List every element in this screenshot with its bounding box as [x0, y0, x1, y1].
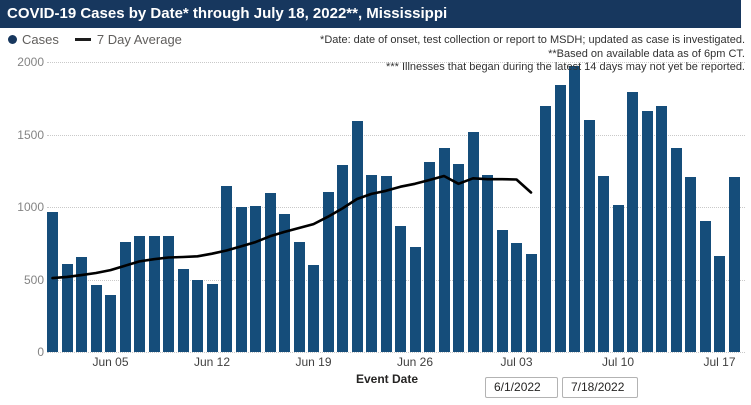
y-axis-tick-1500: 1500 [17, 127, 44, 142]
x-axis-tick-jun-19: Jun 19 [295, 355, 332, 369]
x-axis-tick-jun-12: Jun 12 [193, 355, 231, 369]
x-axis-tick-jul-03: Jul 03 [500, 355, 533, 369]
bar-jul-1[interactable] [482, 175, 493, 352]
y-axis-tick-2000: 2000 [17, 55, 44, 69]
bar-jul-8[interactable] [583, 120, 595, 352]
gridline-1000 [47, 207, 745, 208]
bar-jun-7[interactable] [134, 236, 145, 352]
bar-jun-11[interactable] [192, 279, 203, 352]
bar-jun-24[interactable] [380, 175, 392, 352]
bar-jun-3[interactable] [76, 257, 87, 352]
x-axis-tick-jun-05: Jun 05 [92, 355, 129, 369]
legend-avg-label: 7 Day Average [96, 32, 182, 47]
gridline-0 [47, 352, 745, 353]
bar-jun-28[interactable] [438, 148, 450, 352]
footnote-reporting-lag: *** Illnesses that began during the late… [386, 61, 745, 73]
y-axis-tick-1000: 1000 [17, 200, 44, 214]
bar-jul-2[interactable] [496, 230, 508, 352]
footnote-data-asof: **Based on available data as of 6pm CT. [548, 47, 745, 60]
start-date-input[interactable]: 6/1/2022 [485, 377, 558, 398]
bar-jul-11[interactable] [627, 91, 638, 352]
x-axis-tick-jun-26: Jun 26 [396, 355, 434, 369]
bar-jun-12[interactable] [206, 283, 218, 352]
bar-jun-2[interactable] [61, 264, 73, 352]
end-date-input[interactable]: 7/18/2022 [562, 377, 638, 398]
bar-jun-5[interactable] [105, 295, 116, 352]
bar-jun-30[interactable] [467, 132, 479, 352]
bar-jun-13[interactable] [221, 185, 232, 352]
bar-jul-13[interactable] [656, 106, 667, 352]
bar-jun-9[interactable] [163, 236, 174, 352]
bar-jul-16[interactable] [699, 220, 711, 352]
bar-jul-3[interactable] [511, 242, 522, 352]
x-axis-tick-jul-17: Jul 17 [703, 355, 736, 369]
bar-jun-19[interactable] [308, 265, 319, 352]
bar-jun-1[interactable] [47, 212, 58, 352]
gridline-1500 [47, 134, 745, 136]
bar-jun-26[interactable] [409, 246, 421, 352]
bar-jul-7[interactable] [569, 66, 580, 352]
bar-jul-5[interactable] [540, 105, 551, 352]
bar-jun-20[interactable] [322, 191, 334, 352]
bar-jun-10[interactable] [177, 269, 189, 352]
bar-jun-14[interactable] [235, 207, 247, 352]
x-axis-tick-jul-10: Jul 10 [601, 355, 635, 369]
bar-jun-4[interactable] [90, 285, 102, 352]
bar-jun-27[interactable] [424, 162, 435, 352]
gridline-2000 [47, 62, 745, 63]
bar-jul-18[interactable] [728, 177, 740, 352]
bar-jun-22[interactable] [351, 121, 363, 352]
bar-jun-8[interactable] [148, 236, 160, 352]
page-title: COVID-19 Cases by Date* through July 18,… [0, 0, 741, 28]
y-axis-tick-0: 0 [37, 345, 44, 359]
bar-jun-16[interactable] [264, 192, 276, 352]
bar-jun-25[interactable] [395, 225, 406, 352]
bar-jul-12[interactable] [641, 110, 653, 352]
bar-jun-29[interactable] [453, 164, 464, 352]
cases-series-dot-icon [8, 35, 17, 44]
bar-jun-18[interactable] [293, 241, 305, 352]
y-axis-tick-500: 500 [23, 272, 44, 287]
bar-jul-15[interactable] [685, 177, 696, 352]
bar-jun-23[interactable] [366, 175, 377, 352]
bar-jul-9[interactable] [598, 175, 609, 352]
chart-legend: Cases 7 Day Average [8, 32, 182, 47]
footnote-date-definition: *Date: date of onset, test collection or… [320, 34, 745, 46]
bar-jul-17[interactable] [714, 256, 725, 352]
bar-jul-6[interactable] [554, 85, 566, 352]
bar-jul-4[interactable] [525, 254, 537, 352]
x-axis-title: Event Date [356, 372, 419, 386]
bar-jun-17[interactable] [279, 213, 290, 352]
footnotes: *Date: date of onset, test collection or… [320, 34, 745, 75]
bar-jun-21[interactable] [337, 164, 348, 352]
bar-jul-10[interactable] [612, 204, 624, 352]
bar-jul-14[interactable] [670, 147, 682, 352]
legend-cases-label: Cases [22, 32, 59, 47]
avg-series-line-icon [74, 38, 91, 41]
bar-jun-15[interactable] [250, 205, 261, 352]
bar-jun-6[interactable] [119, 241, 131, 352]
